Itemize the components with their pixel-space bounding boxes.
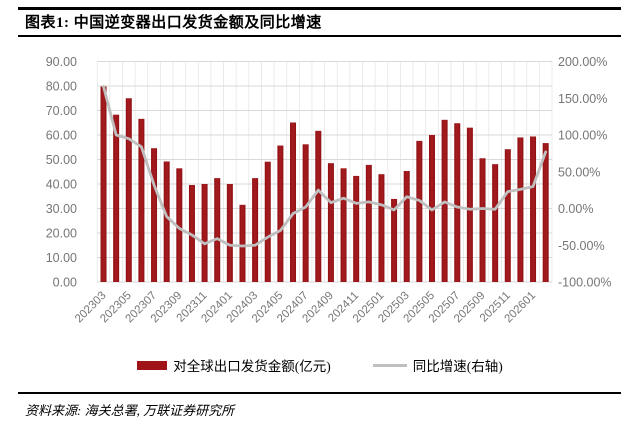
bar-202510 xyxy=(492,164,499,282)
x-axis-tick: 202507 xyxy=(427,290,463,326)
bar-202405 xyxy=(277,145,284,282)
x-axis-tick: 202307 xyxy=(124,290,160,326)
bar-202501 xyxy=(378,174,385,282)
legend-label-line-series: 同比增速(右轴) xyxy=(412,359,503,374)
bar-202409 xyxy=(327,163,334,282)
left-axis-tick: 90.00 xyxy=(46,55,77,69)
bottom-divider xyxy=(18,392,621,394)
x-axis-tick: 202311 xyxy=(175,290,210,325)
bar-202406 xyxy=(290,122,297,282)
growth-line xyxy=(102,85,548,248)
bar-202402 xyxy=(239,204,246,282)
x-axis-tick: 202407 xyxy=(275,290,311,326)
top-divider xyxy=(18,7,621,10)
bar-202408 xyxy=(315,130,322,282)
bar-202502 xyxy=(391,198,398,282)
right-axis-tick: 0.00% xyxy=(558,202,593,216)
bar-202410 xyxy=(340,168,347,282)
legend-item-line-series: 同比增速(右轴) xyxy=(372,355,503,375)
bar-202505 xyxy=(428,135,435,282)
left-axis-tick: 10.00 xyxy=(46,251,77,265)
bar-202306 xyxy=(138,118,145,282)
left-axis-tick: 0.00 xyxy=(53,276,77,290)
left-axis-tick: 20.00 xyxy=(46,227,77,241)
x-axis-tick: 202401 xyxy=(199,290,235,326)
bar-202310 xyxy=(188,184,195,282)
left-axis-tick: 70.00 xyxy=(46,104,77,118)
line-series-swatch-icon xyxy=(372,363,407,367)
bar-202503 xyxy=(403,171,410,282)
bar-202511 xyxy=(504,149,511,282)
bar-202303 xyxy=(100,86,107,283)
right-axis-tick: 200.00% xyxy=(558,55,607,69)
bar-202509 xyxy=(479,158,486,282)
left-axis-tick: 30.00 xyxy=(46,202,77,216)
left-axis-tick: 80.00 xyxy=(46,80,77,94)
x-axis-tick: 202309 xyxy=(149,290,185,326)
bar-202401 xyxy=(226,184,233,282)
x-axis-tick: 202505 xyxy=(401,290,437,326)
x-axis-tick: 202305 xyxy=(98,290,134,326)
bar-202602 xyxy=(542,143,549,282)
bar-202311 xyxy=(201,184,208,282)
x-axis-tick: 202411 xyxy=(326,290,361,325)
x-axis-tick: 202409 xyxy=(300,290,336,326)
title-divider xyxy=(18,35,621,37)
left-axis-tick: 50.00 xyxy=(46,153,77,167)
bar-series-swatch-icon xyxy=(137,360,168,370)
bar-202504 xyxy=(416,140,423,282)
bar-202407 xyxy=(302,144,309,282)
x-axis-tick: 202601 xyxy=(503,290,539,326)
bar-202512 xyxy=(517,137,524,282)
right-axis-tick: -100.00% xyxy=(558,276,612,290)
left-axis-tick: 60.00 xyxy=(46,129,77,143)
chart-title: 图表1: 中国逆变器出口发货金额及同比增速 xyxy=(25,15,322,31)
bar-202508 xyxy=(466,127,473,283)
bar-202307 xyxy=(151,148,158,282)
x-axis-tick: 202403 xyxy=(225,290,261,326)
right-axis-tick: 100.00% xyxy=(558,129,607,143)
left-axis-tick: 40.00 xyxy=(46,178,77,192)
bar-202403 xyxy=(252,178,259,282)
bar-202304 xyxy=(113,114,120,282)
source-note: 资料来源: 海关总署, 万联证券研究所 xyxy=(25,403,235,418)
bar-202404 xyxy=(264,161,271,282)
legend-label-bar-series: 对全球出口发货金额(亿元) xyxy=(173,359,331,374)
right-axis-tick: -50.00% xyxy=(558,239,605,253)
x-axis-tick: 202501 xyxy=(351,290,387,326)
bar-202308 xyxy=(163,161,170,282)
bar-202305 xyxy=(125,98,132,282)
x-axis-tick: 202511 xyxy=(478,290,513,325)
bar-202601 xyxy=(530,136,537,282)
x-axis-tick: 202303 xyxy=(73,290,109,326)
bar-202309 xyxy=(176,168,183,282)
bar-202506 xyxy=(441,119,448,282)
right-axis-tick: 50.00% xyxy=(558,165,600,179)
right-axis-tick: 150.00% xyxy=(558,92,607,106)
bar-202507 xyxy=(454,123,461,283)
bar-202312 xyxy=(214,178,221,282)
legend-item-bar-series: 对全球出口发货金额(亿元) xyxy=(137,355,331,375)
bar-202412 xyxy=(365,164,372,282)
chart-legend: 对全球出口发货金额(亿元) 同比增速(右轴) xyxy=(0,355,640,375)
x-axis-tick: 202509 xyxy=(452,290,488,326)
x-axis-tick: 202405 xyxy=(250,290,286,326)
bar-202411 xyxy=(353,175,360,282)
x-axis-tick: 202503 xyxy=(376,290,412,326)
